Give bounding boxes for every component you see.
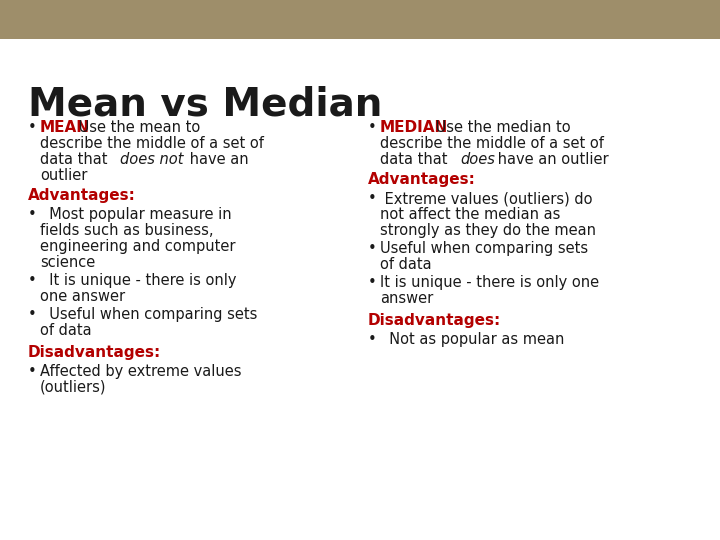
- Text: •: •: [368, 120, 377, 135]
- Text: Mean vs Median: Mean vs Median: [28, 85, 382, 123]
- Text: engineering and computer: engineering and computer: [40, 239, 235, 254]
- Text: Use the median to: Use the median to: [431, 120, 570, 135]
- Text: one answer: one answer: [40, 289, 125, 304]
- Text: have an: have an: [185, 152, 248, 167]
- Text: fields such as business,: fields such as business,: [40, 223, 214, 238]
- Text: Useful when comparing sets: Useful when comparing sets: [380, 241, 588, 256]
- Text: describe the middle of a set of: describe the middle of a set of: [40, 136, 264, 151]
- Text: Affected by extreme values: Affected by extreme values: [40, 364, 241, 379]
- Text: of data: of data: [380, 257, 431, 272]
- Text: does not: does not: [120, 152, 184, 167]
- Text: It is unique - there is only: It is unique - there is only: [40, 273, 236, 288]
- Text: It is unique - there is only one: It is unique - there is only one: [380, 275, 599, 290]
- Text: •: •: [28, 364, 37, 379]
- Text: Not as popular as mean: Not as popular as mean: [380, 332, 564, 347]
- Text: answer: answer: [380, 291, 433, 306]
- Text: Use the mean to: Use the mean to: [73, 120, 200, 135]
- Text: outlier: outlier: [40, 168, 87, 183]
- Text: •: •: [368, 191, 377, 206]
- Text: of data: of data: [40, 323, 91, 338]
- Text: •: •: [28, 273, 37, 288]
- Text: Extreme values (outliers) do: Extreme values (outliers) do: [380, 191, 593, 206]
- Text: does: does: [461, 152, 495, 167]
- Text: •: •: [368, 332, 377, 347]
- Text: strongly as they do the mean: strongly as they do the mean: [380, 223, 596, 238]
- Text: MEAN: MEAN: [40, 120, 90, 135]
- Text: data that: data that: [40, 152, 112, 167]
- Text: (outliers): (outliers): [40, 380, 107, 395]
- Text: science: science: [40, 255, 95, 270]
- Text: have an outlier: have an outlier: [492, 152, 608, 167]
- Text: •: •: [28, 120, 37, 135]
- Bar: [0, 0, 720, 39]
- Text: Advantages:: Advantages:: [28, 188, 136, 203]
- Text: •: •: [368, 275, 377, 290]
- Text: MEDIAN: MEDIAN: [380, 120, 449, 135]
- Text: Disadvantages:: Disadvantages:: [368, 313, 501, 328]
- Text: •: •: [368, 241, 377, 256]
- Text: Disadvantages:: Disadvantages:: [28, 345, 161, 360]
- Text: •: •: [28, 307, 37, 322]
- Text: Advantages:: Advantages:: [368, 172, 476, 187]
- Text: Most popular measure in: Most popular measure in: [40, 207, 232, 222]
- Text: describe the middle of a set of: describe the middle of a set of: [380, 136, 604, 151]
- Text: Useful when comparing sets: Useful when comparing sets: [40, 307, 257, 322]
- Text: data that: data that: [380, 152, 452, 167]
- Text: •: •: [28, 207, 37, 222]
- Text: not affect the median as: not affect the median as: [380, 207, 560, 222]
